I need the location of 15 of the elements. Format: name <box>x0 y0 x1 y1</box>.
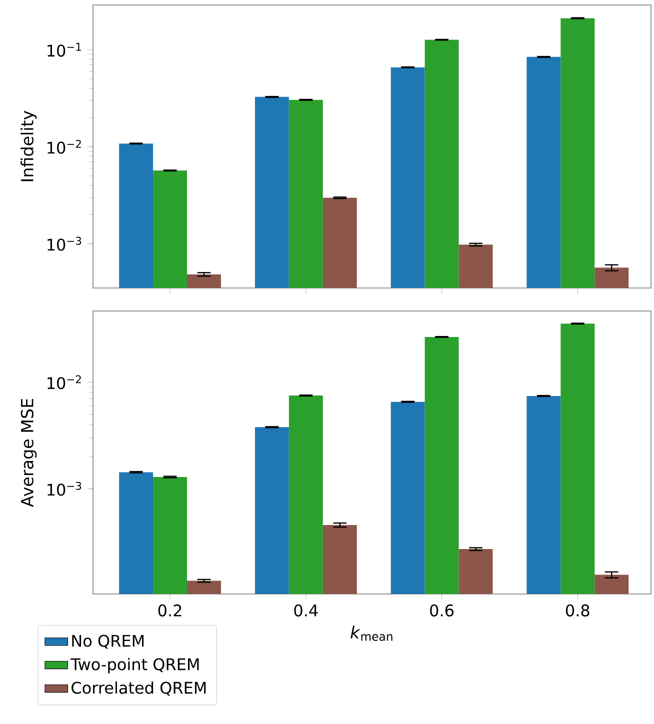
y-tick-label: 10$^{−1}$ <box>48 42 81 57</box>
y-tick-label: 10$^{−3}$ <box>48 482 82 496</box>
y-axis-title: Infidelity <box>20 110 37 182</box>
y-tick-label: 10$^{−2}$ <box>48 140 81 154</box>
x-tick-label: 0.6 <box>430 604 454 617</box>
x-axis-title: k$_{mean}$ <box>350 626 392 641</box>
y-tick-label: 10$^{−3}$ <box>48 236 82 251</box>
legend-label: No QREM <box>72 634 144 649</box>
legend-label: Two-point QREM <box>70 658 199 674</box>
x-tick-label: 0.8 <box>566 604 590 617</box>
x-tick-label: 0.4 <box>294 604 318 617</box>
x-tick-label: 0.2 <box>158 604 182 617</box>
legend-label: Correlated QREM <box>72 681 206 696</box>
y-axis-title: Average MSE <box>20 398 37 507</box>
y-tick-label: 10$^{−2}$ <box>48 375 81 390</box>
